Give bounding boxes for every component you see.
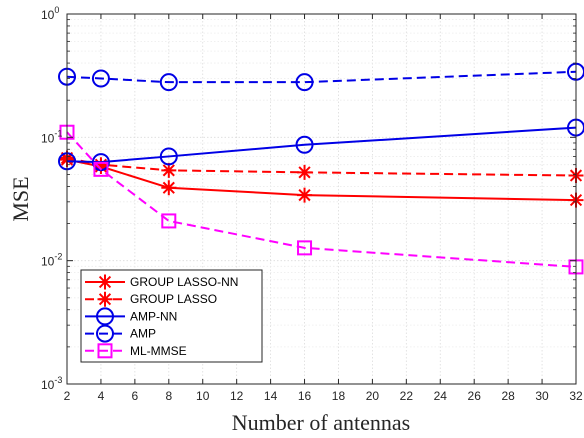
x-tick-label: 26 bbox=[468, 389, 482, 403]
series-line bbox=[66, 70, 577, 84]
data-point bbox=[93, 157, 109, 173]
x-tick-label: 18 bbox=[332, 389, 346, 403]
y-tick-label: 10-3 bbox=[41, 375, 62, 392]
series-line bbox=[66, 126, 577, 164]
data-point bbox=[297, 187, 313, 203]
legend: GROUP LASSO-NN GROUP LASSO AMP-NN AMP ML-MMS… bbox=[80, 269, 263, 363]
data-point bbox=[161, 180, 177, 196]
x-tick-label: 10 bbox=[196, 389, 210, 403]
y-tick-label: 10-2 bbox=[41, 252, 62, 269]
x-tick-label: 24 bbox=[434, 389, 448, 403]
x-tick-label: 20 bbox=[366, 389, 380, 403]
x-tick-label: 4 bbox=[98, 389, 105, 403]
x-axis-label: Number of antennas bbox=[232, 410, 410, 435]
data-point bbox=[297, 164, 313, 180]
legend-label: GROUP LASSO-NN bbox=[130, 275, 238, 289]
data-point bbox=[159, 73, 178, 92]
y-axis-label: MSE bbox=[8, 176, 33, 221]
x-tick-label: 30 bbox=[535, 389, 549, 403]
x-tick-label: 2 bbox=[64, 389, 71, 403]
data-point bbox=[297, 240, 313, 256]
x-tick-label: 28 bbox=[501, 389, 515, 403]
legend-marker bbox=[96, 324, 114, 343]
x-tick-label: 6 bbox=[132, 389, 139, 403]
data-point bbox=[161, 213, 177, 229]
legend-label: GROUP LASSO bbox=[130, 292, 217, 306]
x-tick-label: 32 bbox=[569, 389, 583, 403]
data-point bbox=[91, 69, 110, 88]
legend-label: AMP-NN bbox=[130, 309, 177, 323]
legend-marker bbox=[97, 291, 113, 307]
x-tick-label: 22 bbox=[400, 389, 414, 403]
plot-frame bbox=[66, 13, 577, 385]
x-tick-label: 12 bbox=[230, 389, 244, 403]
x-tick-label: 8 bbox=[165, 389, 172, 403]
data-point bbox=[159, 147, 178, 166]
y-tick-label: 100 bbox=[41, 5, 59, 22]
legend-label: ML-MMSE bbox=[130, 344, 187, 358]
legend-marker bbox=[97, 274, 113, 290]
legend-marker bbox=[96, 307, 114, 326]
series-line bbox=[66, 131, 577, 268]
y-tick-label: 10-1 bbox=[41, 128, 62, 145]
data-point bbox=[295, 135, 314, 154]
legend-label: AMP bbox=[130, 327, 156, 341]
ticks: 2 4 6 8 10 12 14 16 18 20 22 24 26 28 30 3210010-110-21… bbox=[41, 5, 583, 403]
legend-marker bbox=[97, 343, 113, 359]
x-tick-label: 16 bbox=[298, 389, 312, 403]
data-point bbox=[295, 73, 314, 92]
x-tick-label: 14 bbox=[264, 389, 278, 403]
data-point bbox=[161, 162, 177, 178]
data-point bbox=[93, 161, 109, 177]
